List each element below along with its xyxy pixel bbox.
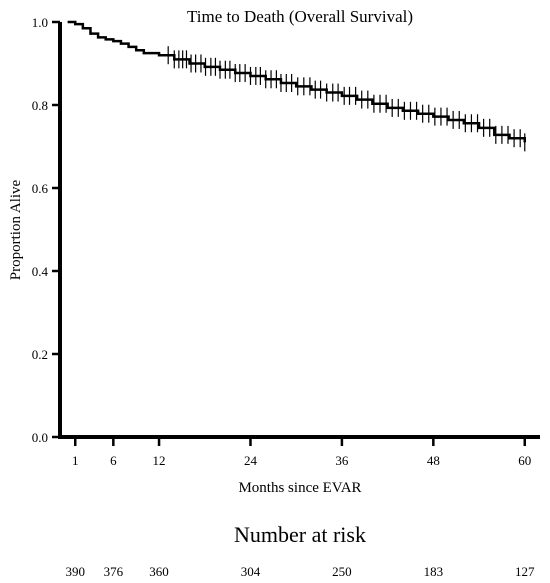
axes: 0.0 0.2 0.4 0.6 0.8 1.0 1 6 12 24 36 48 60 bbox=[32, 15, 540, 468]
x-tick-label: 60 bbox=[518, 453, 531, 468]
x-tick-label: 1 bbox=[72, 453, 79, 468]
risk-table-title: Number at risk bbox=[234, 522, 366, 547]
risk-value: 183 bbox=[424, 564, 444, 579]
censor-marks-group bbox=[167, 46, 526, 152]
risk-table: 390 376 360 304 250 183 127 bbox=[65, 564, 535, 579]
x-axis-label: Months since EVAR bbox=[238, 480, 361, 496]
survival-curve-group bbox=[67, 20, 527, 143]
risk-value: 360 bbox=[149, 564, 169, 579]
x-tick-label: 6 bbox=[110, 453, 117, 468]
survival-curve bbox=[67, 20, 527, 143]
y-tick-label: 1.0 bbox=[32, 15, 48, 30]
risk-value: 304 bbox=[241, 564, 261, 579]
y-tick-label: 0.4 bbox=[32, 264, 49, 279]
x-tick-label: 12 bbox=[153, 453, 166, 468]
y-tick-label: 0.6 bbox=[32, 181, 49, 196]
risk-value: 390 bbox=[65, 564, 85, 579]
y-tick-label: 0.2 bbox=[32, 347, 48, 362]
y-tick-label: 0.8 bbox=[32, 98, 48, 113]
x-tick-label: 48 bbox=[427, 453, 440, 468]
risk-value: 127 bbox=[515, 564, 535, 579]
y-tick-label: 0.0 bbox=[32, 430, 48, 445]
risk-value: 376 bbox=[104, 564, 124, 579]
x-tick-label: 36 bbox=[335, 453, 349, 468]
risk-value: 250 bbox=[332, 564, 352, 579]
y-axis-label: Proportion Alive bbox=[8, 179, 24, 280]
chart-title: Time to Death (Overall Survival) bbox=[187, 7, 413, 26]
x-tick-label: 24 bbox=[244, 453, 258, 468]
